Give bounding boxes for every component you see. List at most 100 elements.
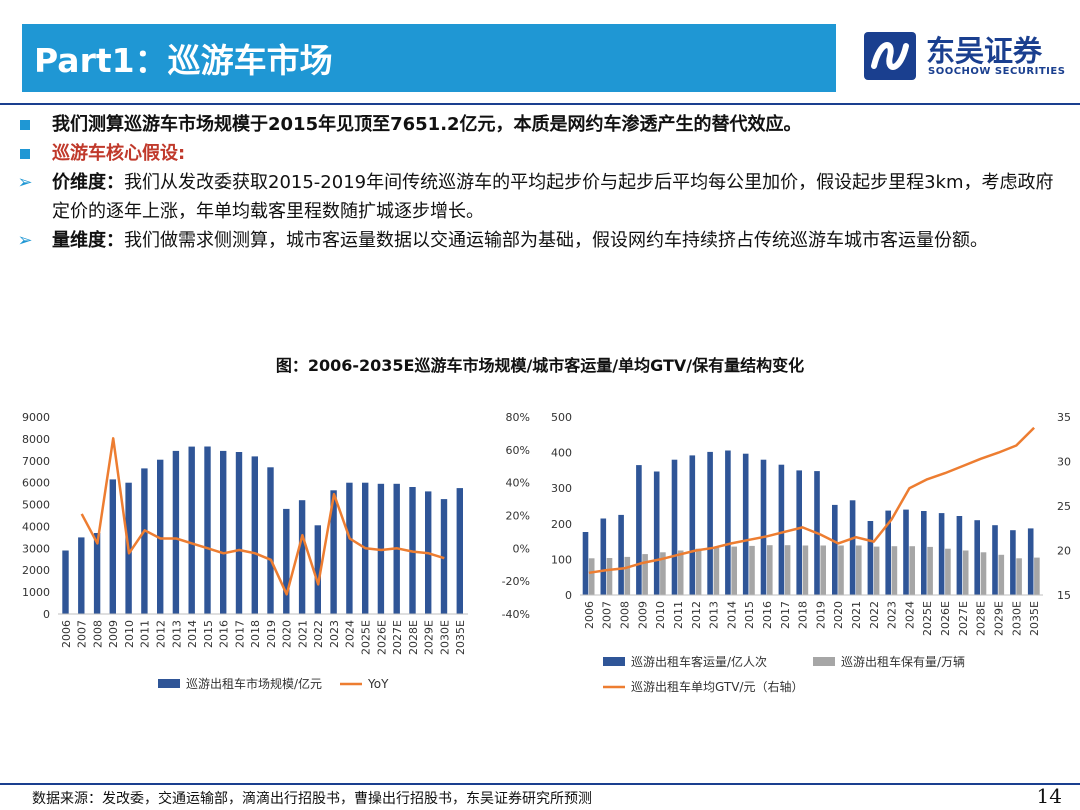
x-axis-tick-label: 2012 — [690, 601, 703, 629]
x-axis-tick-label: 2030E — [438, 620, 451, 655]
bar-1-2014 — [731, 546, 737, 595]
x-axis-tick-label: 2008 — [619, 601, 632, 629]
arrow-bullet-icon: ➢ — [17, 172, 33, 193]
x-axis-tick-label: 2028E — [975, 601, 988, 636]
bar-0-2021 — [298, 500, 306, 614]
x-axis-tick-label: 2009 — [636, 601, 649, 629]
bar-0-2015 — [204, 446, 211, 614]
bar-1-2030E — [1016, 558, 1022, 595]
left-axis-tick-label: 500 — [551, 411, 572, 424]
right-axis-tick-label: 80% — [506, 411, 530, 424]
bar-0-2018 — [796, 470, 802, 595]
bar-0-2035E — [1027, 528, 1034, 595]
legend-label: 巡游出租车保有量/万辆 — [841, 654, 965, 669]
x-axis-tick-label: 2027E — [957, 601, 970, 636]
x-axis-tick-label: 2020 — [832, 601, 845, 629]
x-axis-tick-label: 2013 — [708, 601, 721, 629]
bar-1-2026E — [945, 548, 951, 595]
bar-0-2024 — [903, 509, 909, 595]
left-axis-tick-label: 100 — [551, 553, 572, 566]
bar-0-2024 — [346, 482, 353, 614]
x-axis-tick-label: 2028E — [407, 620, 420, 655]
bar-1-2015 — [749, 545, 755, 595]
x-axis-tick-label: 2006 — [583, 601, 596, 629]
bar-0-2023 — [330, 490, 337, 614]
x-axis-tick-label: 2007 — [601, 601, 614, 629]
x-axis-tick-label: 2019 — [814, 601, 827, 629]
right-axis-tick-label: -40% — [502, 608, 530, 621]
left-axis-tick-label: 5000 — [22, 499, 50, 512]
bar-1-2025E — [927, 546, 933, 595]
bar-0-2035E — [456, 488, 463, 614]
bar-0-2030E — [440, 499, 448, 614]
x-axis-tick-label: 2024 — [344, 620, 357, 648]
bar-1-2011 — [677, 550, 684, 595]
bullet-item: 我们测算巡游车市场规模于2015年见顶至7651.2亿元，本质是网约车渗透产生的… — [14, 110, 1064, 139]
bar-0-2021 — [849, 500, 856, 595]
ridership-gtv-chart-svg: 0 100 200 300 400 500 15 20 25 30 35 2006 2007 2008 20… — [551, 411, 1071, 694]
bar-1-2035E — [1034, 557, 1040, 595]
x-axis-tick-label: 2011 — [139, 620, 152, 648]
right-axis-tick-label: 35 — [1057, 411, 1071, 424]
bar-0-2020 — [283, 508, 290, 614]
legend-label: YoY — [367, 677, 389, 691]
x-axis-tick-label: 2008 — [91, 620, 104, 648]
bar-1-2010 — [660, 552, 666, 595]
x-axis-tick-label: 2026E — [939, 601, 952, 636]
logo-name-cn: 东吴证券 — [926, 34, 1043, 68]
bar-1-2017 — [784, 545, 791, 595]
bar-0-2012 — [689, 455, 696, 595]
bullet-label: 价维度： — [52, 172, 124, 193]
x-axis-tick-label: 2017 — [233, 620, 246, 648]
bar-0-2016 — [760, 459, 767, 595]
company-logo: 东吴证券 SOOCHOW SECURITIES — [862, 30, 1066, 82]
x-axis-tick-label: 2022 — [868, 601, 881, 629]
bullet-item: ➢ 价维度：我们从发改委获取2015-2019年间传统巡游车的平均起步价与起步后… — [14, 168, 1064, 226]
x-axis-tick-label: 2015 — [743, 601, 756, 629]
bar-0-2019 — [267, 467, 274, 614]
bar-1-2016 — [767, 545, 773, 595]
bar-0-2014 — [725, 450, 731, 595]
left-axis-tick-label: 3000 — [22, 542, 50, 555]
x-axis-tick-label: 2024 — [903, 601, 916, 629]
bar-0-2011 — [141, 468, 148, 614]
logo-name-en: SOOCHOW SECURITIES — [928, 66, 1066, 77]
right-axis-tick-label: 20% — [506, 510, 530, 523]
left-axis-tick-label: 7000 — [22, 455, 50, 468]
line-series-1 — [80, 437, 445, 596]
bullet-list: 我们测算巡游车市场规模于2015年见顶至7651.2亿元，本质是网约车渗透产生的… — [14, 110, 1064, 255]
bar-1-2028E — [980, 552, 987, 595]
x-axis-tick-label: 2014 — [186, 620, 199, 648]
legend-swatch-1 — [813, 657, 835, 666]
left-axis-tick-label: 6000 — [22, 477, 50, 490]
bullet-heading: 巡游车核心假设: — [52, 143, 186, 164]
x-axis-tick-label: 2022 — [312, 620, 325, 648]
legend-swatch-0 — [603, 657, 625, 666]
bar-0-2028E — [974, 520, 980, 595]
bar-0-2007 — [78, 537, 85, 614]
right-axis-tick-label: 20 — [1057, 545, 1071, 558]
bar-0-2017 — [778, 464, 785, 595]
bar-0-2007 — [600, 518, 607, 595]
left-axis-tick-label: 300 — [551, 482, 572, 495]
bar-1-2019 — [820, 545, 826, 595]
x-axis-tick-label: 2017 — [779, 601, 792, 629]
left-axis-tick-label: 400 — [551, 447, 572, 460]
x-axis-tick-label: 2023 — [328, 620, 341, 648]
page-number: 14 — [1036, 784, 1062, 808]
right-axis-tick-label: 15 — [1057, 589, 1071, 602]
x-axis-tick-label: 2014 — [725, 601, 738, 629]
bar-0-2020 — [832, 504, 838, 595]
arrow-bullet-icon: ➢ — [17, 230, 33, 251]
left-axis-tick-label: 1000 — [22, 586, 50, 599]
bar-1-2006 — [588, 558, 595, 595]
bar-1-2024 — [909, 546, 915, 595]
bar-1-2013 — [713, 547, 720, 595]
line-series-2 — [588, 426, 1035, 575]
bar-1-2021 — [856, 545, 862, 595]
bullet-label: 量维度： — [52, 230, 124, 251]
x-axis-tick-label: 2035E — [454, 620, 467, 655]
market-size-chart-svg: 0 1000 2000 3000 4000 5000 6000 7000 8000 9000 -40… — [22, 411, 530, 691]
bar-0-2014 — [188, 446, 195, 614]
right-axis-tick-label: 0% — [513, 542, 530, 555]
